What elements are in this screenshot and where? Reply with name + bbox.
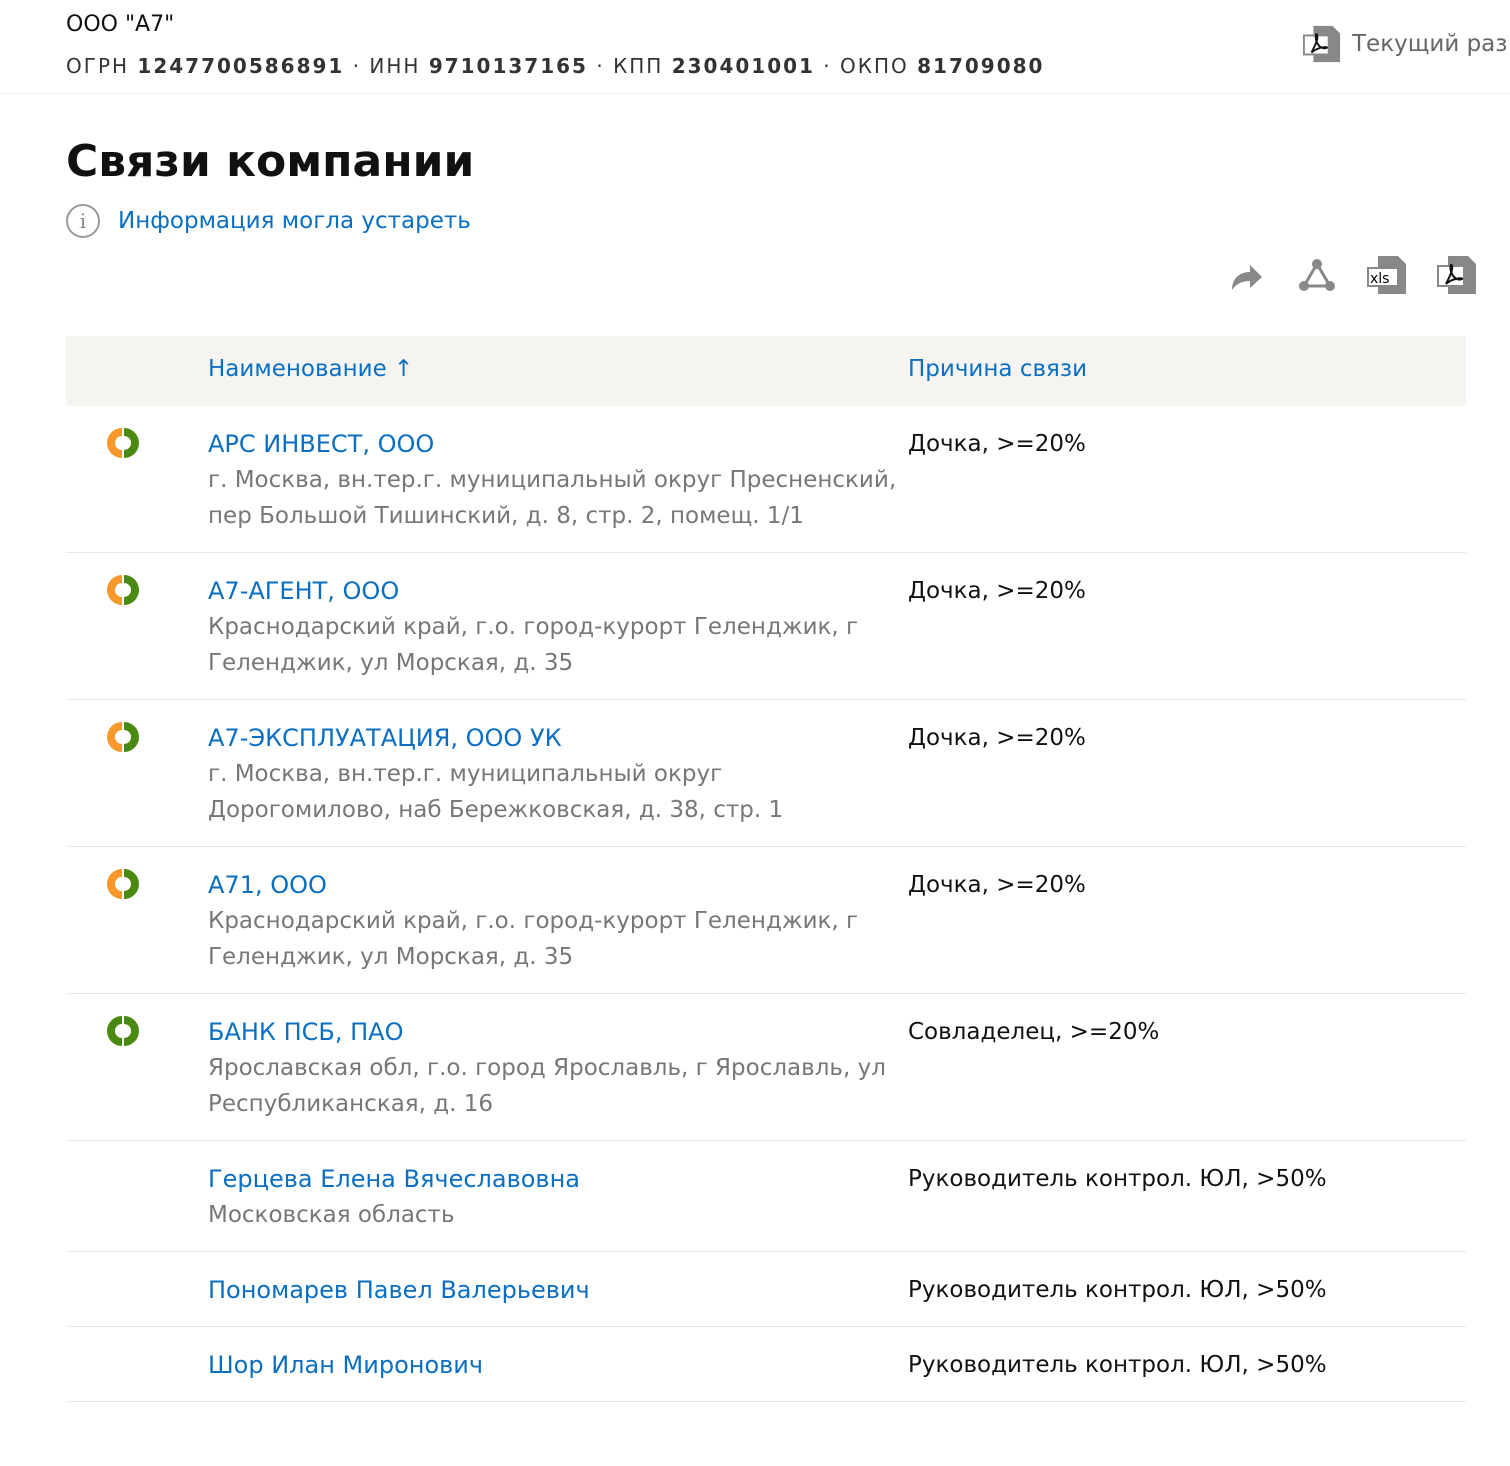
connection-reason: Дочка, >=20% — [908, 725, 1086, 751]
connection-address: Краснодарский край, г.о. город-курорт Ге… — [208, 908, 859, 970]
connection-name-link[interactable]: А7-ЭКСПЛУАТАЦИЯ, ООО УК — [208, 724, 562, 752]
reason-header[interactable]: Причина связи — [908, 356, 1088, 382]
company-header: ООО "А7" ОГРН 1247700586891 · ИНН 971013… — [0, 0, 1510, 94]
pdf-export-icon[interactable] — [1436, 254, 1478, 296]
table-row: А7-ЭКСПЛУАТАЦИЯ, ООО УК г. Москва, вн.тер… — [66, 700, 1466, 847]
current-section-pdf-button[interactable]: Текущий раз — [1302, 24, 1508, 64]
table-row: БАНК ПСБ, ПАО Ярославская обл, г.о. город… — [66, 994, 1466, 1141]
table-row: А7-АГЕНТ, ООО Краснодарский край, г.о. го… — [66, 553, 1466, 700]
connection-reason: Дочка, >=20% — [908, 872, 1086, 898]
company-name: ООО "А7" — [66, 12, 175, 37]
graph-icon[interactable] — [1296, 254, 1338, 296]
connection-name-link[interactable]: Шор Илан Миронович — [208, 1351, 484, 1379]
pdf-icon — [1302, 25, 1341, 63]
status-indicator-icon — [107, 1016, 139, 1046]
info-icon: i — [66, 204, 100, 238]
page-title: Связи компании — [66, 136, 475, 187]
kpp-label: КПП — [613, 54, 664, 78]
svg-text:xls: xls — [1370, 271, 1389, 287]
connection-name-link[interactable]: А71, ООО — [208, 871, 327, 899]
table-row: Пономарев Павел Валерьевич Руководитель к… — [66, 1252, 1466, 1327]
connection-reason: Руководитель контрол. ЮЛ, >50% — [908, 1352, 1327, 1378]
connection-reason: Дочка, >=20% — [908, 578, 1086, 604]
table-header: Наименование ↑ Причина связи — [66, 336, 1466, 406]
connection-name-link[interactable]: А7-АГЕНТ, ООО — [208, 577, 400, 605]
connection-name-link[interactable]: АРС ИНВЕСТ, ООО — [208, 430, 435, 458]
connection-address: Ярославская обл, г.о. город Ярославль, г… — [208, 1055, 886, 1117]
table-row: Шор Илан Миронович Руководитель контрол. … — [66, 1327, 1466, 1402]
current-section-label: Текущий раз — [1352, 31, 1508, 57]
company-requisites: ОГРН 1247700586891 · ИНН 9710137165 · КП… — [66, 54, 1045, 78]
status-indicator-icon — [107, 428, 139, 458]
connection-address: г. Москва, вн.тер.г. муниципальный округ… — [208, 467, 897, 529]
inn-label: ИНН — [369, 54, 421, 78]
table-row: АРС ИНВЕСТ, ООО г. Москва, вн.тер.г. муни… — [66, 406, 1466, 553]
connection-address: г. Москва, вн.тер.г. муниципальный округ… — [208, 761, 784, 823]
table-row: Герцева Елена Вячеславовна Московская обл… — [66, 1141, 1466, 1252]
connection-reason: Совладелец, >=20% — [908, 1019, 1160, 1045]
xls-export-icon[interactable]: xls — [1366, 254, 1408, 296]
status-indicator-icon — [107, 575, 139, 605]
okpo-value: 81709080 — [917, 54, 1045, 78]
connection-reason: Дочка, >=20% — [908, 431, 1086, 457]
connection-reason: Руководитель контрол. ЮЛ, >50% — [908, 1277, 1327, 1303]
connection-name-link[interactable]: Герцева Елена Вячеславовна — [208, 1165, 580, 1193]
ogrn-label: ОГРН — [66, 54, 130, 78]
okpo-label: ОКПО — [840, 54, 909, 78]
toolbar: xls — [1226, 254, 1478, 296]
table-row: А71, ООО Краснодарский край, г.о. город-к… — [66, 847, 1466, 994]
kpp-value: 230401001 — [671, 54, 815, 78]
info-outdated-link[interactable]: i Информация могла устареть — [66, 204, 471, 238]
share-icon[interactable] — [1226, 254, 1268, 296]
info-link-text: Информация могла устареть — [118, 208, 471, 234]
sort-by-name-header[interactable]: Наименование ↑ — [208, 356, 414, 382]
connection-name-link[interactable]: Пономарев Павел Валерьевич — [208, 1276, 590, 1304]
connection-reason: Руководитель контрол. ЮЛ, >50% — [908, 1166, 1327, 1192]
inn-value: 9710137165 — [428, 54, 588, 78]
connections-table: АРС ИНВЕСТ, ООО г. Москва, вн.тер.г. муни… — [66, 406, 1466, 1402]
ogrn-value: 1247700586891 — [137, 54, 345, 78]
connection-address: Московская область — [208, 1202, 455, 1228]
status-indicator-icon — [107, 722, 139, 752]
connection-name-link[interactable]: БАНК ПСБ, ПАО — [208, 1018, 404, 1046]
connection-address: Краснодарский край, г.о. город-курорт Ге… — [208, 614, 859, 676]
status-indicator-icon — [107, 869, 139, 899]
